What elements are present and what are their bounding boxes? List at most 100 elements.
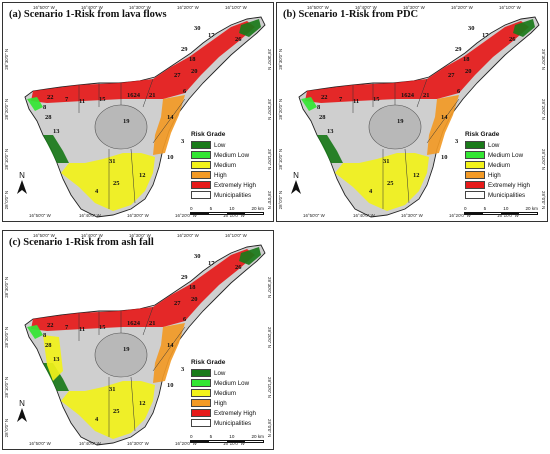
municipality-label: 26 bbox=[235, 264, 242, 271]
municipality-label: 12 bbox=[139, 400, 146, 407]
municipality-label: 7 bbox=[339, 96, 343, 103]
municipality-boundary bbox=[426, 98, 460, 144]
longitude-label-top: 16°20'0" W bbox=[177, 5, 199, 10]
longitude-label-top: 16°40'0" W bbox=[81, 5, 103, 10]
legend: Risk Grade Low Medium Low Medium High Ex… bbox=[465, 131, 530, 200]
longitude-label: 16°30'0" W bbox=[401, 213, 423, 218]
latitude-label-right: 28°20'0" N bbox=[267, 99, 272, 120]
latitude-label-right: 28°0'0" N bbox=[267, 191, 272, 210]
longitude-label: 16°50'0" W bbox=[29, 213, 51, 218]
municipality-label: 19 bbox=[123, 346, 130, 353]
longitude-label: 16°20'0" W bbox=[449, 213, 471, 218]
legend-item-municipalities: Municipalities bbox=[191, 190, 256, 200]
legend-item-municipalities: Municipalities bbox=[191, 418, 256, 428]
longitude-label-top: 16°30'0" W bbox=[129, 233, 151, 238]
latitude-label: 28°10'0" N bbox=[278, 149, 283, 170]
latitude-label: 28°0'0" N bbox=[4, 191, 9, 210]
legend-item-low: Low bbox=[191, 368, 256, 378]
municipality-label: 29 bbox=[455, 46, 462, 53]
latitude-label-right: 28°20'0" N bbox=[267, 327, 272, 348]
longitude-label: 16°30'0" W bbox=[127, 213, 149, 218]
risk-zone bbox=[239, 19, 261, 37]
longitude-label: 16°10'0" W bbox=[223, 213, 245, 218]
legend-item-medium: Medium bbox=[191, 160, 256, 170]
municipality-label: 6 bbox=[183, 316, 187, 323]
municipality-boundary bbox=[130, 148, 136, 204]
municipality-label: 4 bbox=[95, 188, 99, 195]
panel-title: (a) Scenario 1-Risk from lava flows bbox=[9, 9, 167, 20]
municipality-label: 30 bbox=[468, 25, 475, 32]
risk-zone bbox=[61, 381, 155, 439]
caldera-area bbox=[94, 104, 148, 150]
legend-swatch bbox=[191, 171, 211, 179]
municipality-label: 25 bbox=[113, 180, 120, 187]
municipality-label: 21 bbox=[149, 320, 156, 327]
risk-zone bbox=[305, 21, 529, 103]
municipality-label: 31 bbox=[383, 158, 390, 165]
municipality-label: 28 bbox=[319, 114, 326, 121]
longitude-label-top: 16°40'0" W bbox=[355, 5, 377, 10]
municipality-label: 1624 bbox=[127, 320, 141, 327]
municipality-boundary bbox=[416, 78, 428, 108]
longitude-label-top: 16°10'0" W bbox=[499, 5, 521, 10]
risk-zone bbox=[335, 153, 429, 211]
legend-item-municipalities: Municipalities bbox=[465, 190, 530, 200]
municipality-label: 19 bbox=[397, 118, 404, 125]
municipality-label: 22 bbox=[321, 94, 328, 101]
municipality-label: 28 bbox=[45, 342, 52, 349]
municipality-label: 17 bbox=[208, 260, 215, 267]
legend-title: Risk Grade bbox=[465, 131, 500, 138]
municipality-label: 20 bbox=[191, 68, 198, 75]
legend-item-high: High bbox=[465, 170, 530, 180]
map-panel-ash-fall: 30 17 26 29 18 20 27 22 7 11 15 1624 21 6 8 28 19 14 13 3 10… bbox=[2, 230, 274, 450]
longitude-label: 16°50'0" W bbox=[303, 213, 325, 218]
legend-title: Risk Grade bbox=[191, 131, 226, 138]
north-arrow-icon bbox=[17, 408, 27, 422]
municipality-label: 27 bbox=[174, 300, 181, 307]
municipality-label: 31 bbox=[109, 158, 116, 165]
latitude-label: 28°0'0" N bbox=[278, 191, 283, 210]
municipality-label: 12 bbox=[139, 172, 146, 179]
longitude-label-top: 16°50'0" W bbox=[307, 5, 329, 10]
municipality-label: 10 bbox=[167, 154, 174, 161]
north-arrow-icon bbox=[291, 180, 301, 194]
longitude-label-top: 16°10'0" W bbox=[225, 5, 247, 10]
municipality-boundary bbox=[152, 326, 186, 372]
legend-item-high: High bbox=[191, 398, 256, 408]
municipality-label: 17 bbox=[208, 32, 215, 39]
legend-swatch bbox=[191, 191, 211, 199]
legend-item-medium-low: Medium Low bbox=[191, 150, 256, 160]
legend-title: Risk Grade bbox=[191, 359, 226, 366]
longitude-label-top: 16°20'0" W bbox=[451, 5, 473, 10]
municipality-boundary bbox=[152, 98, 186, 144]
municipality-label: 29 bbox=[181, 274, 188, 281]
latitude-label: 28°20'0" N bbox=[4, 99, 9, 120]
latitude-label-right: 28°30'0" N bbox=[267, 49, 272, 70]
map-panel-lava-flows: 30 17 26 29 18 20 27 22 7 11 15 1624 21 6 8 28 19 14 13 3 10… bbox=[2, 2, 274, 222]
latitude-label-right: 28°0'0" N bbox=[267, 419, 272, 438]
longitude-label: 16°20'0" W bbox=[175, 213, 197, 218]
municipality-label: 27 bbox=[174, 72, 181, 79]
legend-item-extremely-high: Extremely High bbox=[191, 180, 256, 190]
longitude-label: 16°40'0" W bbox=[79, 213, 101, 218]
municipality-boundary bbox=[130, 376, 136, 432]
legend-item-medium: Medium bbox=[465, 160, 530, 170]
municipality-label: 18 bbox=[463, 56, 470, 63]
municipality-label: 30 bbox=[194, 25, 201, 32]
municipality-label: 11 bbox=[79, 326, 85, 333]
municipality-label: 29 bbox=[181, 46, 188, 53]
map-panel-pdc: 30 17 26 29 18 20 27 22 7 11 15 1624 21 6 8 28 19 14 13 3 10… bbox=[276, 2, 548, 222]
latitude-label-right: 28°0'0" N bbox=[541, 191, 546, 210]
municipality-boundary bbox=[404, 148, 410, 204]
municipality-label: 20 bbox=[465, 68, 472, 75]
longitude-label-top: 16°30'0" W bbox=[403, 5, 425, 10]
caldera-area bbox=[368, 104, 422, 150]
municipality-label: 26 bbox=[509, 36, 516, 43]
latitude-label-right: 28°30'0" N bbox=[267, 277, 272, 298]
legend-swatch bbox=[191, 141, 211, 149]
latitude-label: 28°30'0" N bbox=[4, 49, 9, 70]
north-arrow: N bbox=[17, 171, 27, 196]
legend-item-extremely-high: Extremely High bbox=[465, 180, 530, 190]
legend-item-low: Low bbox=[465, 140, 530, 150]
